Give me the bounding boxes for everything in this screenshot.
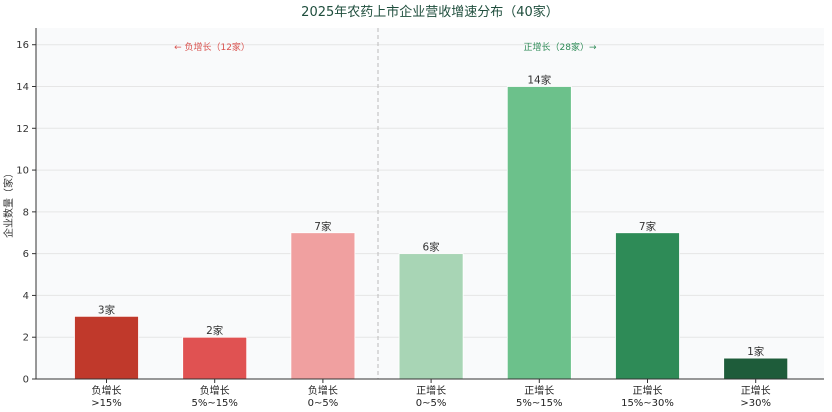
- x-tick-label-line2: >15%: [91, 398, 122, 409]
- bar: [723, 357, 789, 380]
- bars: [74, 86, 789, 380]
- y-tick-label: 8: [23, 207, 29, 218]
- y-tick-label: 4: [23, 291, 29, 302]
- positive-annotation: 正增长（28家）→: [524, 41, 597, 53]
- x-tick-label-line1: 负增长: [308, 384, 338, 397]
- y-tick-label: 0: [23, 375, 29, 386]
- chart-title: 2025年农药上市企业营收增速分布（40家）: [301, 4, 559, 20]
- data-labels: 3家 2家 7家 6家 14家 7家 1家: [98, 74, 765, 359]
- x-tick-label-line2: 5%~15%: [516, 398, 562, 409]
- bar: [182, 336, 248, 380]
- x-tick-label-line1: 负增长: [200, 384, 230, 397]
- y-tick-label: 10: [16, 166, 29, 177]
- bar: [398, 253, 464, 380]
- bar-data-label: 1家: [747, 345, 765, 358]
- x-tick-label-line1: 正增长: [741, 384, 771, 397]
- y-tick-label: 2: [23, 333, 29, 344]
- bar-data-label: 7家: [639, 220, 657, 233]
- bar: [506, 86, 572, 380]
- bar-data-label: 14家: [527, 74, 551, 87]
- x-tick-label-line1: 正增长: [633, 384, 663, 397]
- y-tick-label: 16: [16, 40, 29, 51]
- y-tick-label: 12: [16, 124, 29, 135]
- x-tick-label-line1: 负增长: [92, 384, 122, 397]
- bar: [74, 315, 139, 380]
- bar-data-label: 3家: [98, 303, 116, 316]
- y-axis-label: 企业数量（家）: [2, 168, 15, 238]
- y-ticks: 0 2 4 6 8 10 12 14 16: [16, 40, 36, 386]
- x-tick-label-line2: >30%: [740, 398, 771, 409]
- x-tick-label-line2: 0~5%: [416, 398, 447, 409]
- bar: [290, 232, 356, 380]
- y-tick-label: 6: [23, 249, 29, 260]
- y-tick-label: 14: [16, 82, 29, 93]
- bar-data-label: 6家: [423, 241, 441, 254]
- x-tick-label-line2: 15%~30%: [621, 398, 674, 409]
- x-tick-label-line1: 正增长: [524, 384, 554, 397]
- x-tick-label-line2: 0~5%: [308, 398, 339, 409]
- x-ticks: 负增长>15%负增长5%~15%负增长0~5%正增长0~5%正增长5%~15%正…: [91, 379, 771, 409]
- bar-data-label: 7家: [314, 220, 332, 233]
- negative-annotation: ← 负增长（12家）: [174, 41, 250, 53]
- x-tick-label-line2: 5%~15%: [191, 398, 237, 409]
- x-tick-label-line1: 正增长: [416, 384, 446, 397]
- bar: [615, 232, 680, 380]
- bar-data-label: 2家: [206, 324, 224, 337]
